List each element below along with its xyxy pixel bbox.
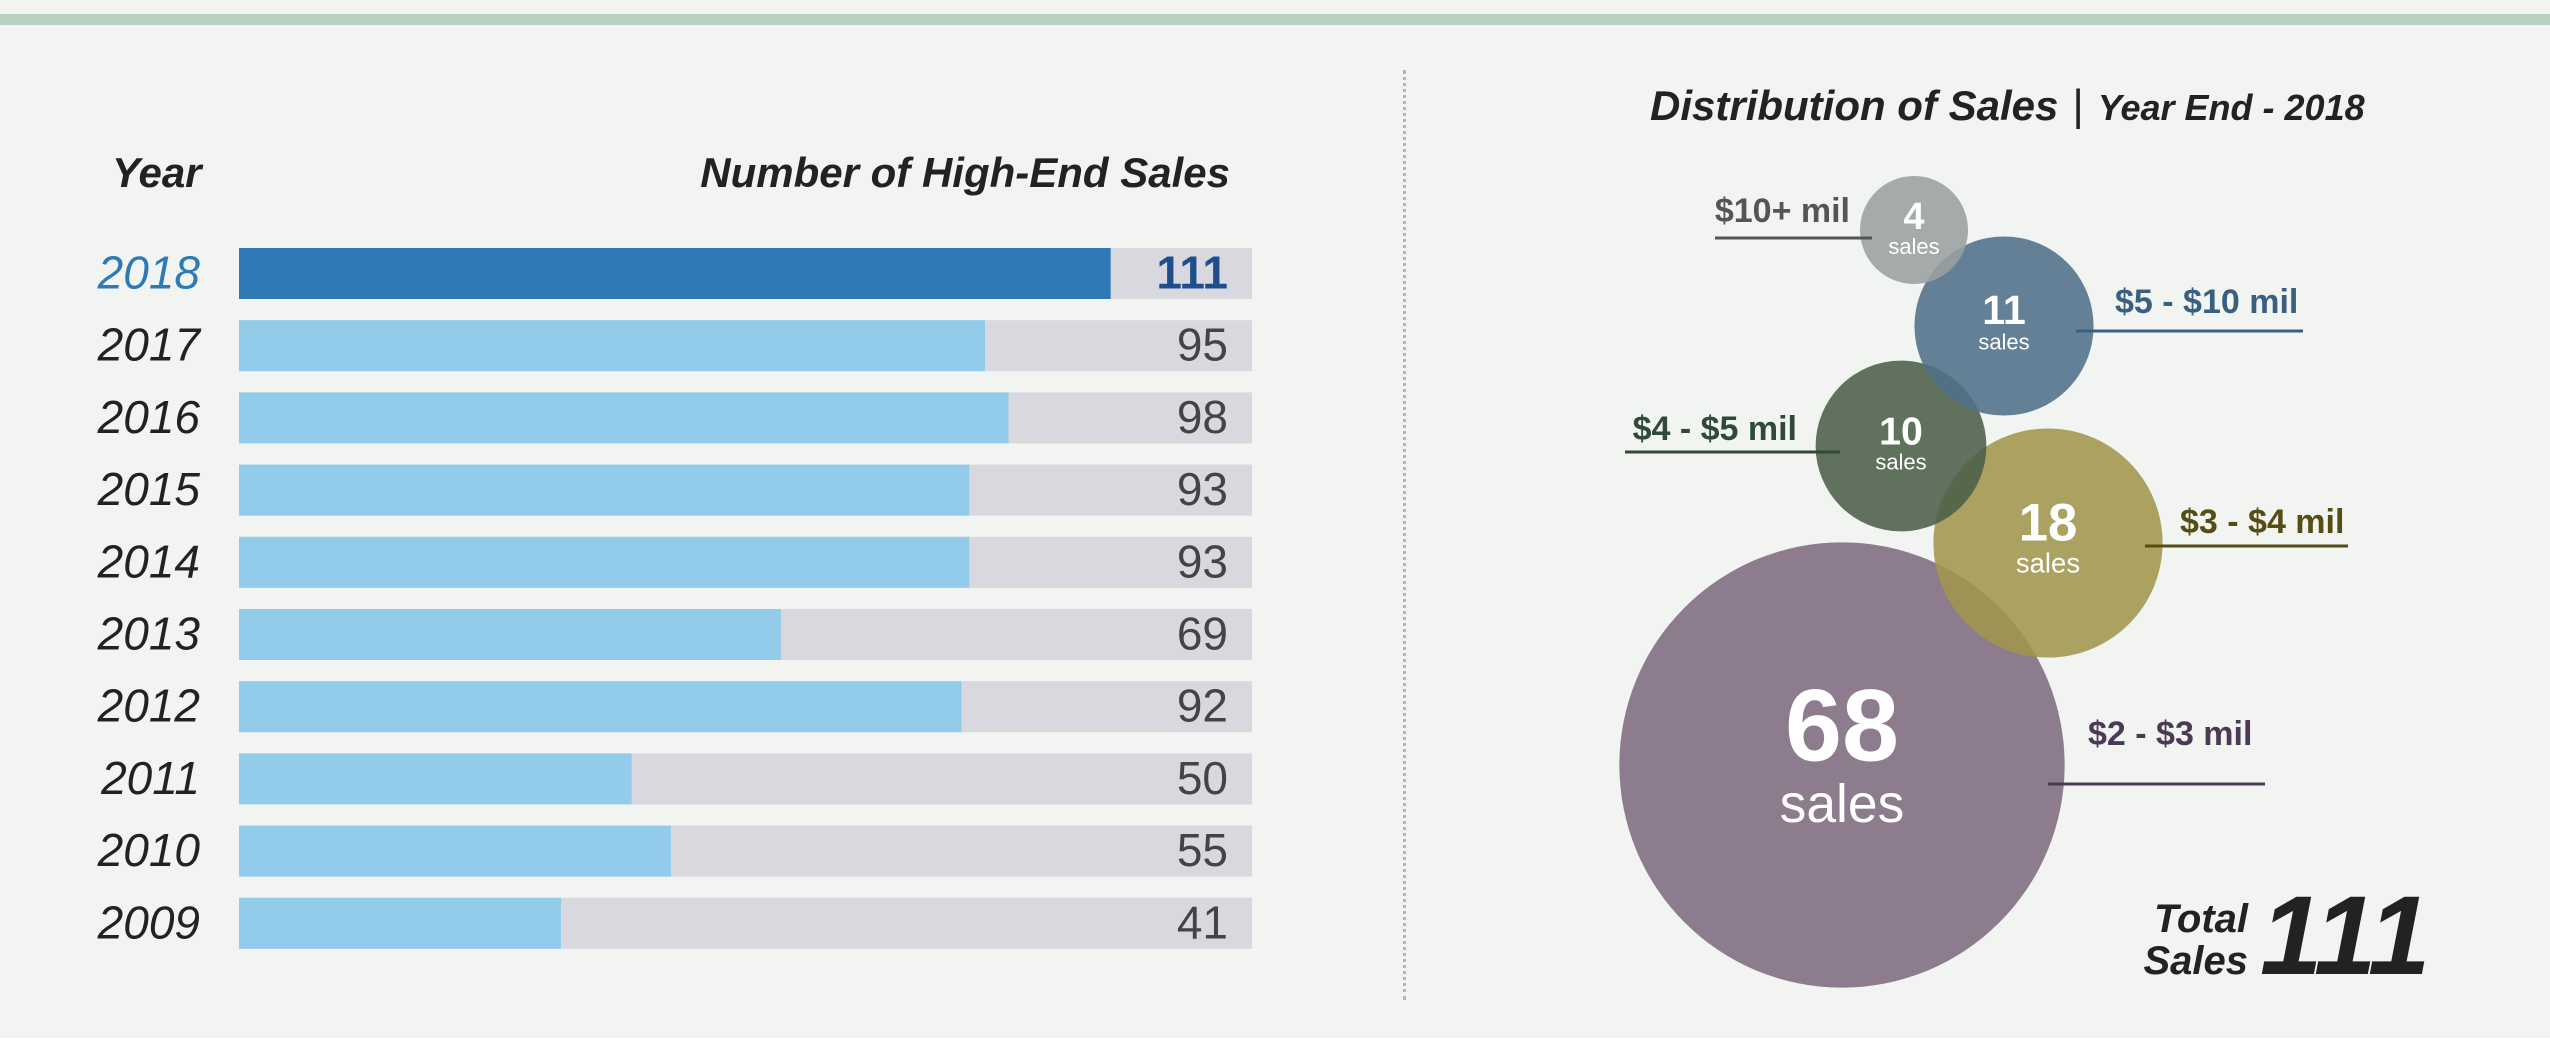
bar — [239, 825, 671, 877]
bar — [239, 248, 1111, 299]
bar-value-label: 92 — [1177, 680, 1228, 732]
bar-value-label: 41 — [1177, 896, 1228, 948]
bubble-range-label: $4 - $5 mil — [1633, 410, 1797, 448]
bar-value-label: 111 — [1156, 247, 1228, 299]
bar-value-label: 98 — [1177, 391, 1228, 443]
title-separator: | — [2072, 81, 2084, 130]
bubble — [1914, 236, 2094, 416]
bubble-value: 68 — [1785, 668, 1899, 783]
bubble-unit: sales — [1978, 330, 2029, 355]
year-label: 2016 — [97, 391, 201, 443]
bubble-unit: sales — [1875, 450, 1926, 475]
bubble-range-label: $5 - $10 mil — [2115, 283, 2298, 321]
bubble-unit: sales — [1780, 775, 1905, 834]
year-column-header: Year — [112, 149, 202, 196]
sales-column-header: Number of High-End Sales — [700, 149, 1230, 196]
year-label: 2015 — [97, 463, 201, 515]
bar-value-label: 69 — [1177, 608, 1228, 660]
distribution-title: Distribution of Sales | Year End - 2018 — [1650, 84, 2365, 128]
bar — [239, 897, 561, 949]
bar-value-label: 93 — [1177, 463, 1228, 515]
section-divider — [1403, 70, 1406, 1000]
bubble — [1933, 428, 2163, 658]
bubble-value: 10 — [1879, 409, 1923, 453]
year-label: 2014 — [97, 535, 200, 587]
bubble-value: 11 — [1982, 287, 2026, 333]
year-label: 2018 — [97, 247, 201, 299]
bubble-unit: sales — [1888, 234, 1939, 259]
bar-value-label: 95 — [1177, 319, 1228, 371]
year-label: 2012 — [97, 680, 200, 732]
year-label: 2017 — [97, 319, 202, 371]
bubble — [1860, 176, 1968, 284]
bar — [239, 753, 632, 805]
bar — [239, 464, 970, 516]
bar-chart: 2018 111 2017 95 2016 98 2015 93 2014 93 2013 69 201… — [97, 247, 1252, 949]
bar-value-label: 93 — [1177, 535, 1228, 587]
total-sales-value: 111 — [2260, 873, 2431, 998]
bar — [239, 320, 986, 372]
bar-value-label: 55 — [1177, 824, 1228, 876]
bar — [239, 681, 962, 733]
bar — [239, 536, 970, 588]
distribution-title-main: Distribution of Sales — [1650, 82, 2059, 129]
bar — [239, 609, 781, 660]
bubble — [1815, 360, 1987, 532]
bubble-range-label: $3 - $4 mil — [2180, 503, 2344, 541]
year-label: 2011 — [100, 752, 200, 804]
year-label: 2010 — [97, 824, 201, 876]
bottom-band — [0, 1038, 2550, 1054]
bubble-value: 18 — [2019, 494, 2078, 553]
distribution-subtitle: Year End - 2018 — [2097, 87, 2365, 128]
top-accent-strip — [0, 14, 2550, 25]
year-label: 2013 — [97, 608, 201, 660]
bar — [239, 392, 1009, 444]
bubble-range-label: $10+ mil — [1715, 192, 1850, 230]
bubble-unit: sales — [2016, 547, 2080, 578]
year-label: 2009 — [97, 896, 200, 948]
bar-value-label: 50 — [1177, 752, 1228, 804]
bubble-value: 4 — [1903, 196, 1924, 238]
bubble — [1619, 542, 2065, 988]
bubble-range-label: $2 - $3 mil — [2088, 715, 2252, 753]
total-sales-label: Total Sales — [2143, 897, 2248, 983]
